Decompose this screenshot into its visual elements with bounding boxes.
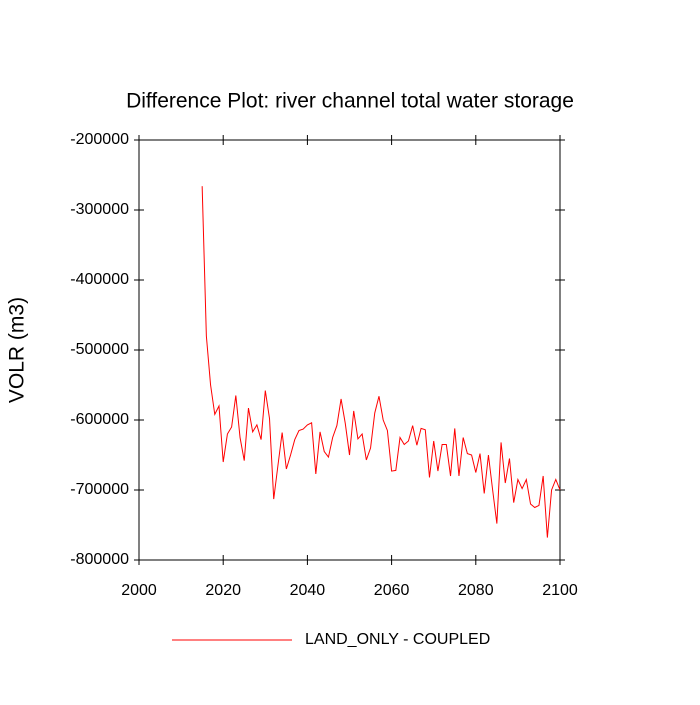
y-axis-label: VOLR (m3) [6,297,29,403]
x-tick-label: 2040 [290,582,326,599]
y-tick-label: -200000 [70,131,129,148]
y-tick-label: -300000 [70,201,129,218]
y-tick-label: -800000 [70,551,129,568]
legend-label: LAND_ONLY - COUPLED [305,631,490,648]
x-tick-label: 2060 [374,582,410,599]
y-tick-label: -500000 [70,341,129,358]
x-tick-label: 2100 [542,582,578,599]
chart-title: Difference Plot: river channel total wat… [126,90,574,113]
y-tick-label: -400000 [70,271,129,288]
y-tick-label: -600000 [70,411,129,428]
x-tick-label: 2000 [121,582,157,599]
x-tick-label: 2080 [458,582,494,599]
x-tick-label: 2020 [205,582,241,599]
data-line [201,186,561,538]
y-tick-label: -700000 [70,481,129,498]
